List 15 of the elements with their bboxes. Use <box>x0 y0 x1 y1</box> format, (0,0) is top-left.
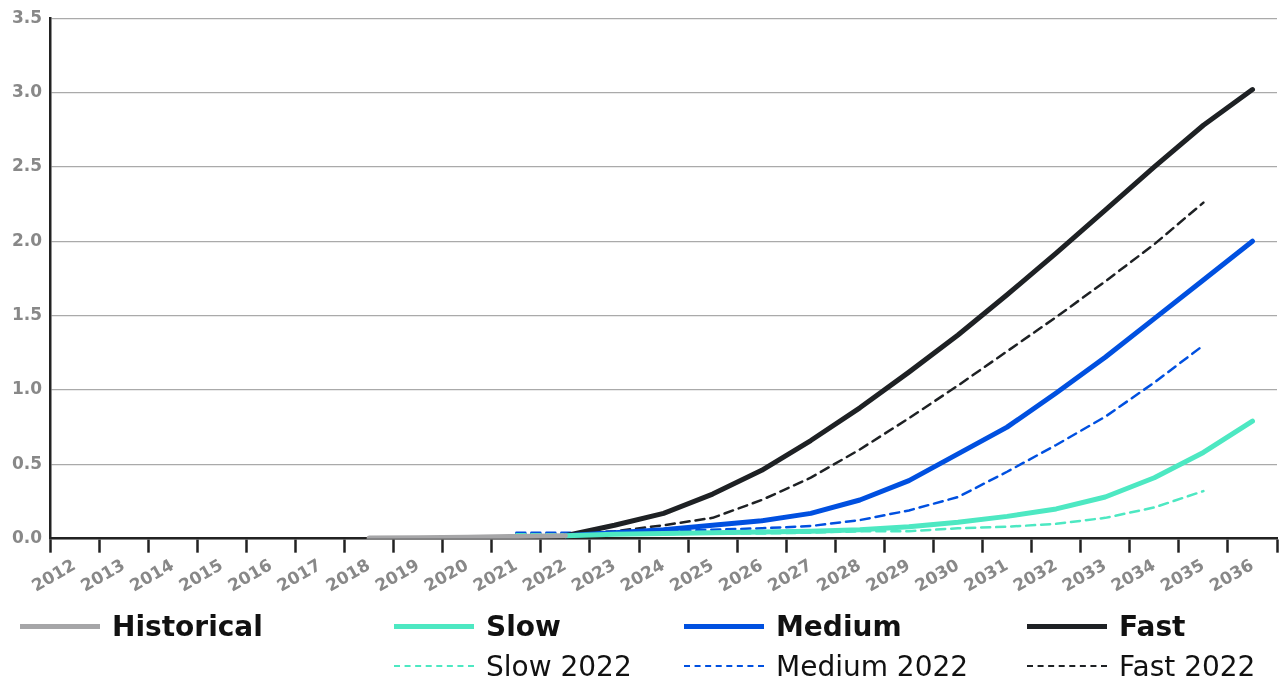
legend-label: Slow 2022 <box>486 649 632 683</box>
y-tick-label: 0.5 <box>11 452 43 473</box>
legend-label: Medium <box>776 609 902 643</box>
legend-label: Historical <box>112 609 263 643</box>
legend-label: Slow <box>486 609 561 643</box>
y-tick-label: 3.5 <box>11 6 43 27</box>
y-tick-label: 0.0 <box>11 527 43 548</box>
legend-label: Fast <box>1119 609 1186 643</box>
legend-label: Fast 2022 <box>1119 649 1256 683</box>
y-tick-label: 2.5 <box>11 155 43 176</box>
y-tick-label: 3.0 <box>11 80 43 101</box>
y-tick-label: 1.5 <box>11 304 43 325</box>
y-tick-label: 1.0 <box>11 378 43 399</box>
legend-label: Medium 2022 <box>776 649 969 683</box>
y-tick-label: 2.0 <box>11 229 43 250</box>
